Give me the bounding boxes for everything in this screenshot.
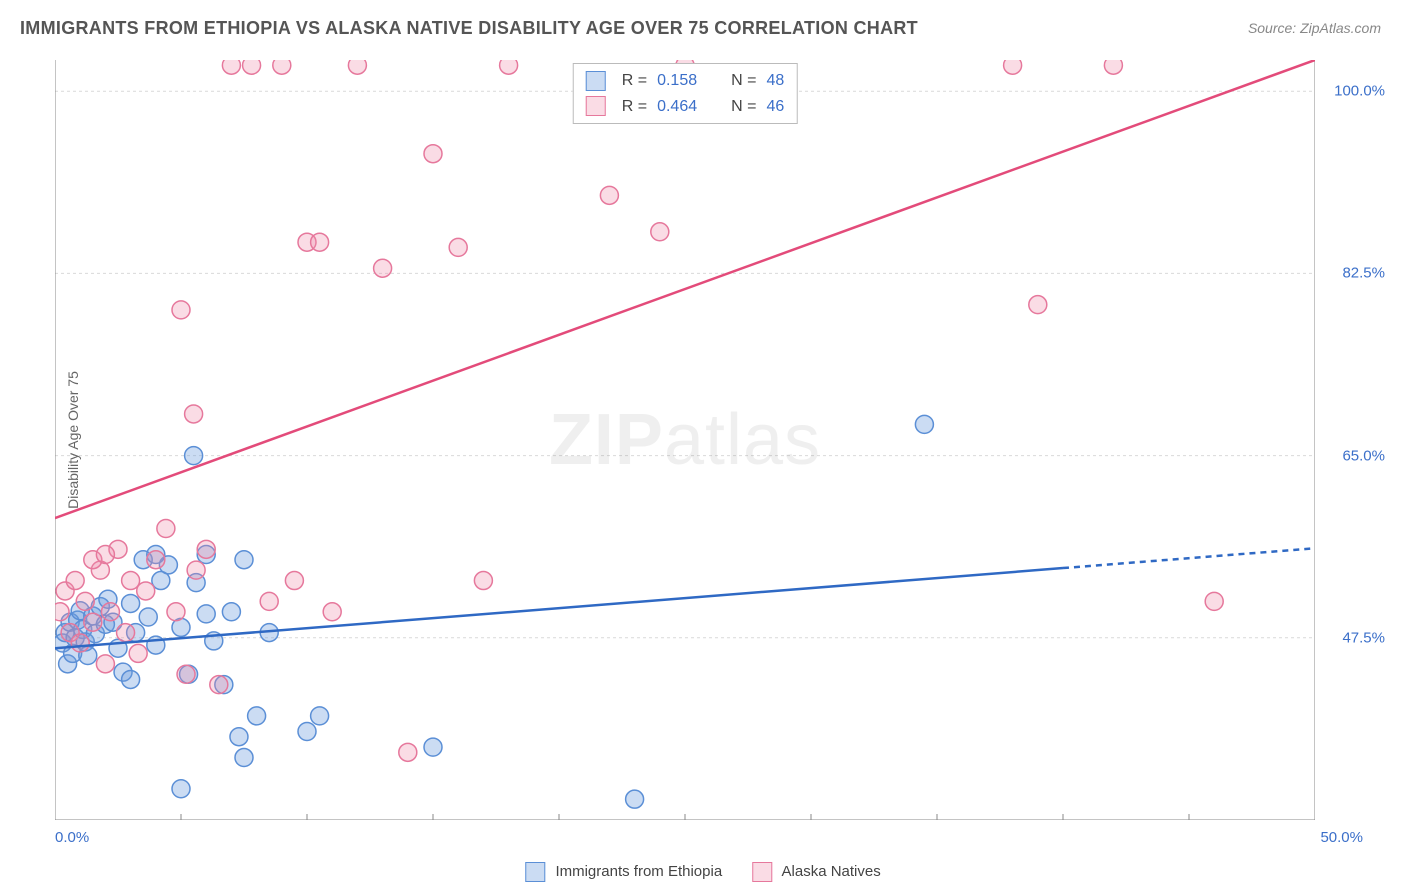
stats-legend: R = 0.158 N = 48 R = 0.464 N = 46 [573,63,798,124]
stats-swatch-1 [586,96,606,116]
stats-row-series-0: R = 0.158 N = 48 [586,68,785,94]
legend-label-alaska: Alaska Natives [782,863,881,880]
stats-r-label: R = [622,94,647,120]
stats-r-value-1: 0.464 [657,94,697,120]
page-title: IMMIGRANTS FROM ETHIOPIA VS ALASKA NATIV… [20,18,918,39]
legend-item-ethiopia: Immigrants from Ethiopia [525,862,722,882]
legend-item-alaska: Alaska Natives [752,862,881,882]
legend-swatch-alaska [752,862,772,882]
legend-label-ethiopia: Immigrants from Ethiopia [555,863,722,880]
y-tick-label: 100.0% [1334,83,1385,100]
source-credit: Source: ZipAtlas.com [1248,20,1381,36]
stats-r-label: R = [622,68,647,94]
correlation-chart: Disability Age Over 75 ZIPatlas R = 0.15… [55,60,1315,820]
stats-swatch-0 [586,71,606,91]
x-min-label: 0.0% [55,829,89,846]
scatter-plot-svg [55,60,1315,820]
y-axis-label: Disability Age Over 75 [65,371,81,509]
stats-row-series-1: R = 0.464 N = 46 [586,94,785,120]
stats-n-value-0: 48 [766,68,784,94]
stats-n-label: N = [731,68,756,94]
stats-n-value-1: 46 [766,94,784,120]
bottom-legend: Immigrants from Ethiopia Alaska Natives [525,862,880,882]
x-max-label: 50.0% [1320,829,1363,846]
y-tick-label: 65.0% [1342,447,1385,464]
y-tick-label: 82.5% [1342,265,1385,282]
stats-n-label: N = [731,94,756,120]
stats-r-value-0: 0.158 [657,68,697,94]
y-tick-label: 47.5% [1342,629,1385,646]
legend-swatch-ethiopia [525,862,545,882]
